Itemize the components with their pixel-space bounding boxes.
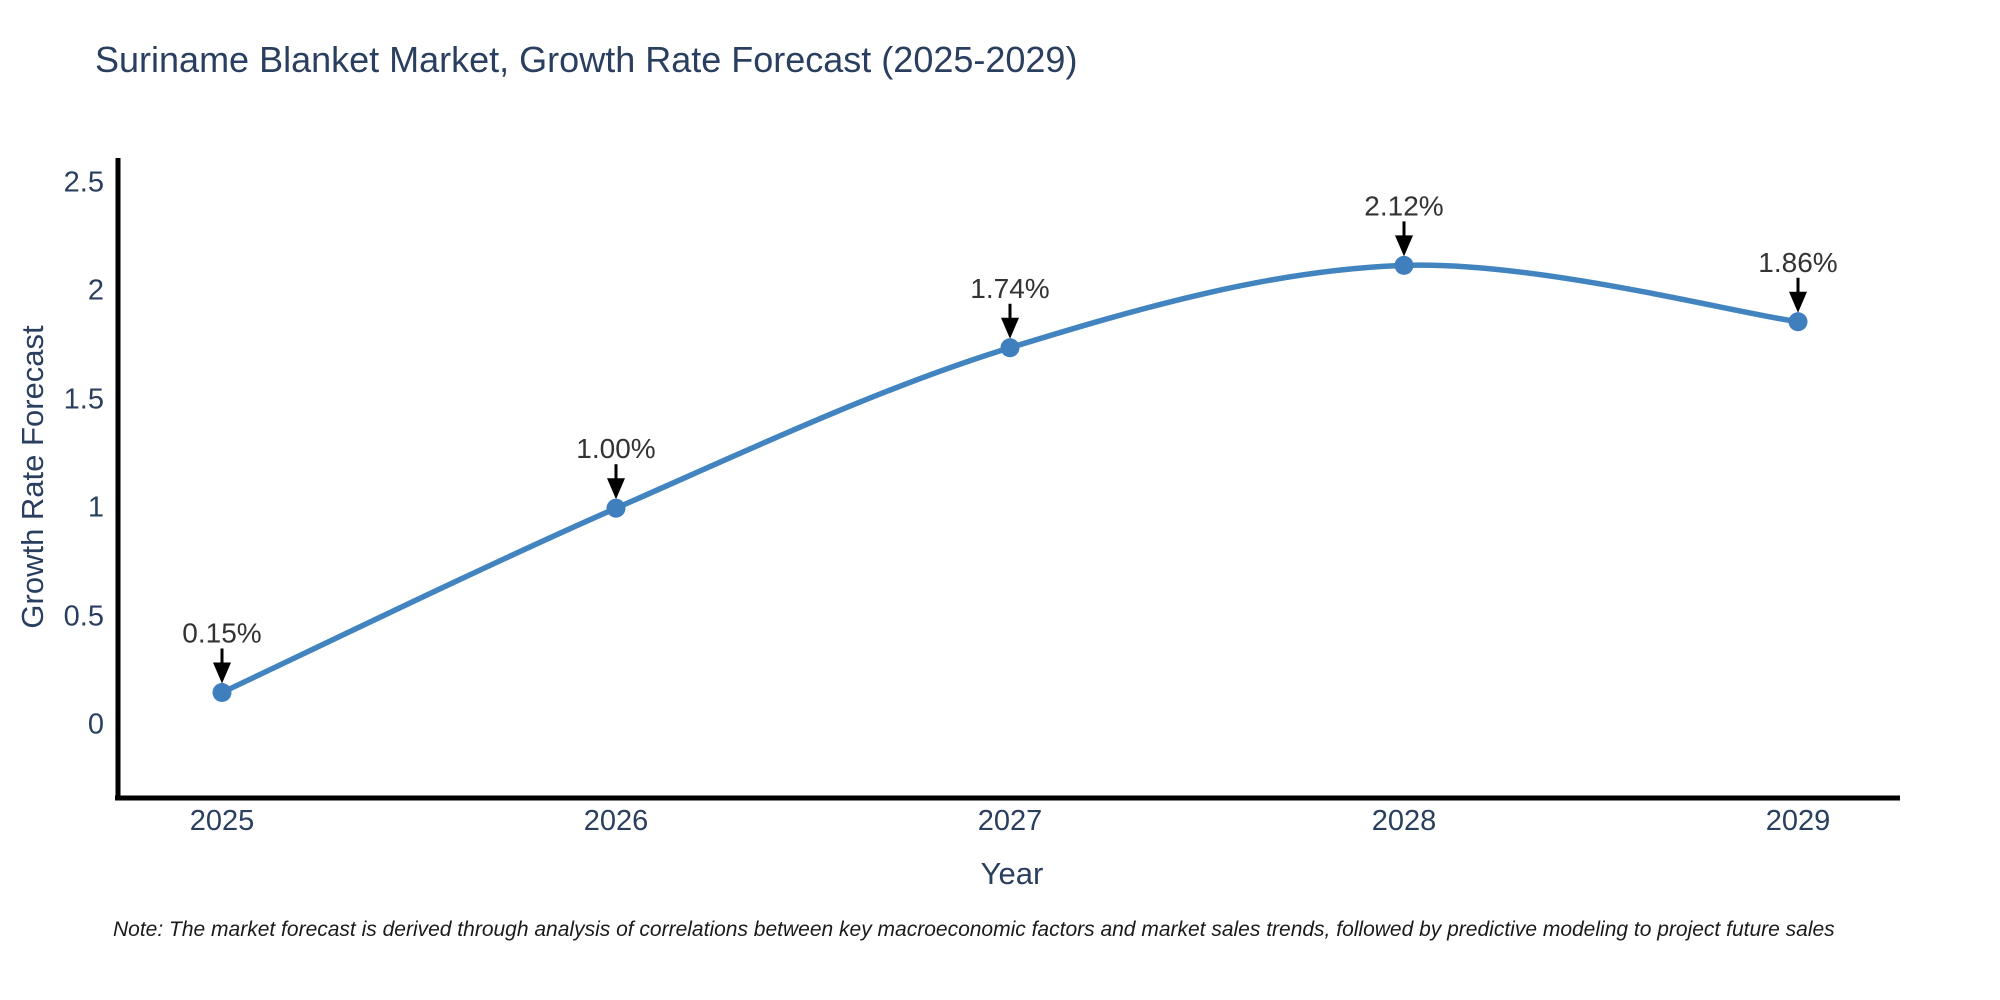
data-point-marker	[1000, 338, 1020, 358]
data-point-label: 0.15%	[182, 617, 261, 648]
data-point-marker	[606, 498, 626, 518]
y-tick-label: 2	[87, 274, 104, 307]
y-tick-label: 1	[87, 491, 104, 524]
annotation-arrowhead-icon	[1789, 291, 1807, 313]
footnote: Note: The market forecast is derived thr…	[113, 918, 1835, 941]
x-tick-label: 2026	[583, 805, 649, 837]
x-axis-title: Year	[980, 856, 1044, 891]
data-point-marker	[1788, 312, 1808, 332]
y-tick-label: 0	[87, 708, 104, 741]
chart-title: Suriname Blanket Market, Growth Rate For…	[95, 39, 1078, 80]
x-tick-label: 2027	[977, 805, 1043, 837]
data-point-label: 1.74%	[970, 273, 1049, 304]
data-point-marker	[212, 682, 232, 702]
data-point-marker	[1394, 255, 1414, 275]
data-point-label: 1.86%	[1758, 247, 1837, 278]
y-tick-label: 2.5	[63, 166, 104, 199]
annotation-arrowhead-icon	[1395, 235, 1413, 257]
annotation-arrowhead-icon	[607, 478, 625, 500]
y-tick-label: 0.5	[63, 600, 104, 633]
x-tick-label: 2028	[1371, 805, 1437, 837]
y-axis-title: Growth Rate Forecast	[15, 325, 50, 629]
annotation-arrowhead-icon	[213, 662, 231, 684]
x-tick-label: 2029	[1765, 805, 1831, 837]
data-point-label: 2.12%	[1364, 190, 1443, 221]
data-point-label: 1.00%	[576, 433, 655, 464]
y-tick-label: 1.5	[63, 383, 104, 416]
annotation-arrowhead-icon	[1001, 317, 1019, 339]
x-tick-label: 2025	[189, 805, 255, 837]
